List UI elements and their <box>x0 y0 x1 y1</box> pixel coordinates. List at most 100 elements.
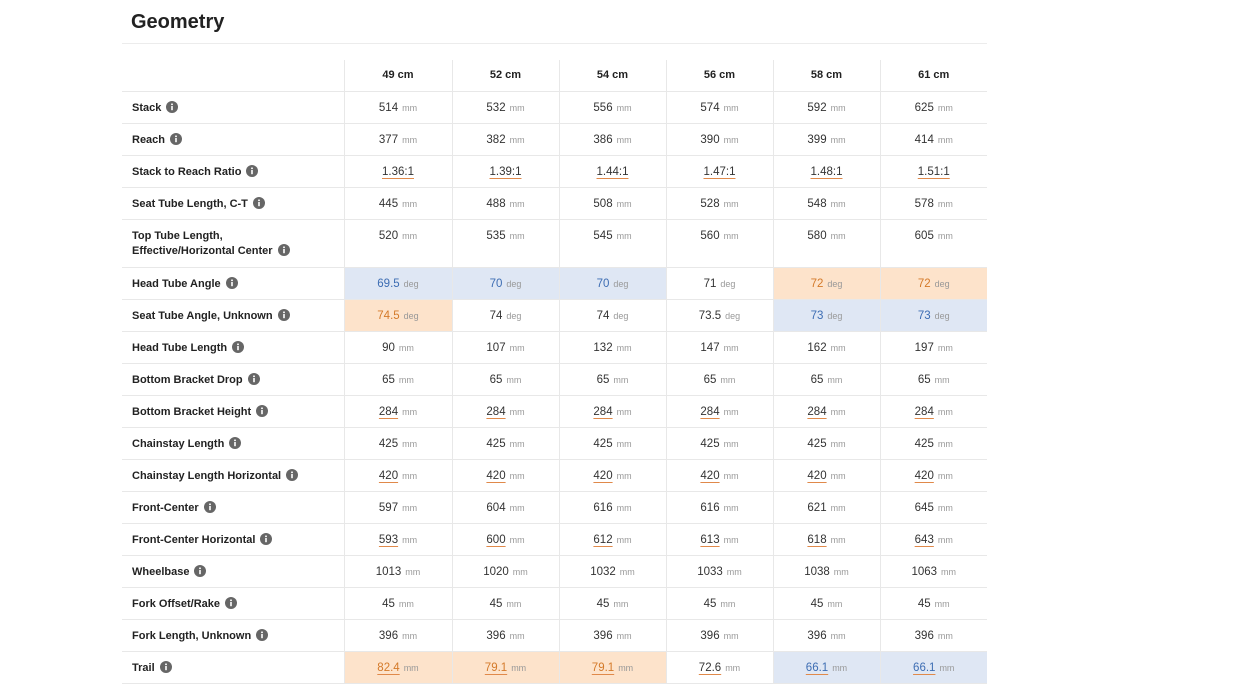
table-row: Fork Offset/Rake 45 mm 45 mm 45 mm 45 mm 45 mm 45 mm <box>122 587 987 620</box>
unit: mm <box>613 599 629 609</box>
value: 1.51:1 <box>917 166 950 178</box>
unit: deg <box>934 279 950 289</box>
unit: mm <box>830 103 846 113</box>
value-cell: 79.1 mm <box>451 651 559 684</box>
value-cell: 74 deg <box>558 299 666 332</box>
page-title: Geometry <box>131 11 225 33</box>
value: 420 <box>593 470 613 482</box>
value: 65 <box>703 374 717 386</box>
value-cell: 284 mm <box>343 395 452 428</box>
unit: mm <box>830 631 846 641</box>
value-cell: 1.39:1 <box>451 155 559 188</box>
value: 414 <box>914 134 934 146</box>
value-cell: 1.51:1 <box>879 155 987 188</box>
value: 616 <box>700 502 720 514</box>
value-cell: 65 mm <box>558 363 666 396</box>
unit: mm <box>509 231 525 241</box>
info-icon[interactable] <box>277 309 290 321</box>
value: 70 <box>489 278 503 290</box>
value-cell: 132 mm <box>558 331 666 364</box>
value-cell: 70 deg <box>558 267 666 300</box>
unit: mm <box>723 407 739 417</box>
info-icon[interactable] <box>246 165 259 177</box>
value-cell: 621 mm <box>772 491 880 524</box>
unit: mm <box>398 343 414 353</box>
row-label-cell: Trail <box>122 651 344 684</box>
value-cell: 645 mm <box>879 491 987 524</box>
value: 556 <box>593 102 613 114</box>
info-icon[interactable] <box>225 277 238 289</box>
value: 1020 <box>483 566 509 578</box>
column-header: 52 cm <box>451 60 559 92</box>
value: 420 <box>914 470 934 482</box>
info-icon[interactable] <box>229 437 242 449</box>
info-icon[interactable] <box>203 501 216 513</box>
info-icon[interactable] <box>166 101 179 113</box>
value-cell: 560 mm <box>665 219 773 268</box>
value-cell: 284 mm <box>558 395 666 428</box>
unit: mm <box>402 503 418 513</box>
info-icon[interactable] <box>159 661 172 673</box>
value: 390 <box>700 134 720 146</box>
info-icon[interactable] <box>252 197 265 209</box>
value: 74 <box>489 310 503 322</box>
value: 79.1 <box>484 662 508 674</box>
unit: mm <box>402 535 418 545</box>
value-cell: 600 mm <box>451 523 559 556</box>
info-icon[interactable] <box>170 133 183 145</box>
value-cell: 1013 mm <box>343 555 452 588</box>
value: 425 <box>378 438 399 450</box>
row-label: Chainstay Length <box>132 438 225 450</box>
value-cell: 284 mm <box>879 395 987 428</box>
value-cell: 578 mm <box>879 187 987 220</box>
unit: deg <box>613 311 629 321</box>
info-icon[interactable] <box>286 469 299 481</box>
value: 1063 <box>911 566 938 578</box>
info-icon[interactable] <box>247 373 260 385</box>
value-cell: 45 mm <box>879 587 987 620</box>
unit: mm <box>830 471 846 481</box>
value-cell: 612 mm <box>558 523 666 556</box>
info-icon[interactable] <box>256 405 269 417</box>
value: 284 <box>378 406 399 418</box>
value-cell: 528 mm <box>665 187 773 220</box>
value-cell: 1020 mm <box>451 555 559 588</box>
value-cell: 396 mm <box>772 619 880 652</box>
info-icon[interactable] <box>277 244 290 256</box>
row-label-cell: Stack <box>122 91 344 124</box>
unit: mm <box>723 471 739 481</box>
value: 597 <box>378 502 399 514</box>
unit: mm <box>830 535 846 545</box>
value: 420 <box>378 470 399 482</box>
value-cell: 420 mm <box>558 459 666 492</box>
unit: mm <box>720 375 736 385</box>
table-body: Stack 514 mm 532 mm 556 mm 574 mm 592 mm 625 mm Reach… <box>122 91 987 684</box>
unit: mm <box>723 135 739 145</box>
value: 618 <box>807 534 827 546</box>
value-cell: 508 mm <box>558 187 666 220</box>
value-cell: 45 mm <box>343 587 452 620</box>
unit: mm <box>616 343 632 353</box>
info-icon[interactable] <box>256 629 269 641</box>
info-icon[interactable] <box>260 533 273 545</box>
info-icon[interactable] <box>225 597 238 609</box>
unit: deg <box>827 279 843 289</box>
unit: deg <box>403 279 419 289</box>
value-cell: 425 mm <box>558 427 666 460</box>
unit: mm <box>402 407 418 417</box>
value: 425 <box>486 438 506 450</box>
info-icon[interactable] <box>232 341 245 353</box>
value: 45 <box>703 598 717 610</box>
info-icon[interactable] <box>194 565 207 577</box>
value-cell: 420 mm <box>451 459 559 492</box>
value: 396 <box>486 630 506 642</box>
value-cell: 580 mm <box>772 219 880 268</box>
table-row: Stack 514 mm 532 mm 556 mm 574 mm 592 mm 625 mm <box>122 91 987 124</box>
value-cell: 65 mm <box>343 363 452 396</box>
value: 45 <box>596 598 610 610</box>
value: 625 <box>914 102 934 114</box>
table-row: Head Tube Angle 69.5 deg 70 deg 70 deg 71 deg 72 d… <box>122 267 987 300</box>
value: 82.4 <box>377 662 400 674</box>
value-cell: 66.1 mm <box>879 651 987 684</box>
row-label-cell: Seat Tube Length, C-T <box>122 187 344 220</box>
